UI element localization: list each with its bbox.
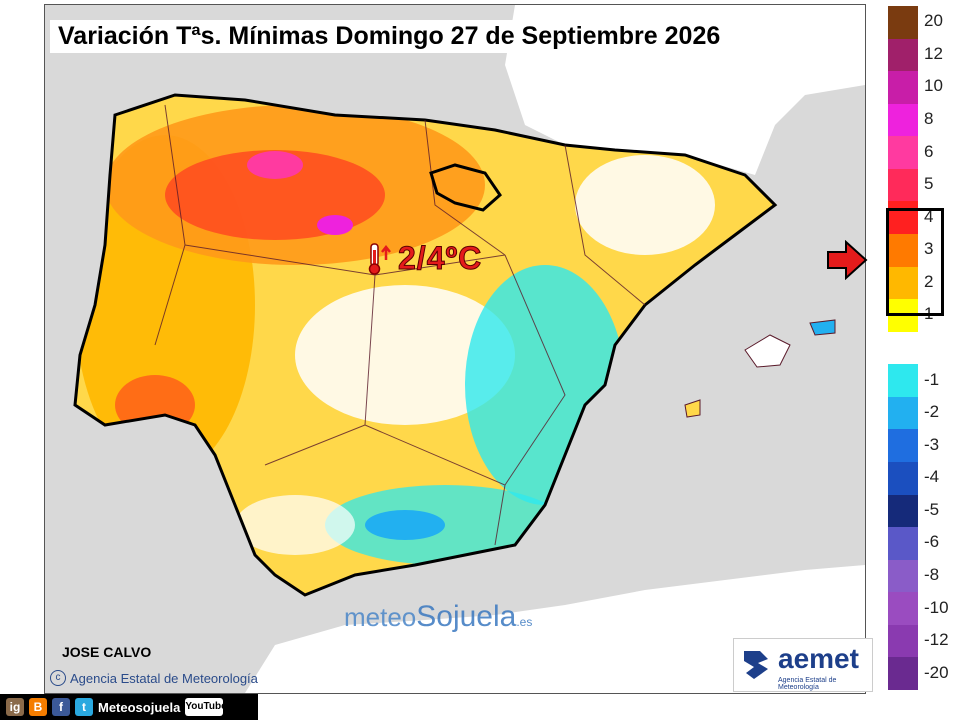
iberia-map bbox=[73, 5, 865, 693]
neutral-zone-ne bbox=[575, 155, 715, 255]
meteosojuela-watermark: meteoSojuela.es bbox=[344, 600, 532, 634]
legend-highlight-box bbox=[886, 208, 944, 316]
legend-label: 10 bbox=[924, 76, 943, 96]
legend-swatch bbox=[888, 168, 918, 202]
legend-label: 6 bbox=[924, 141, 934, 161]
balearic-menorca bbox=[809, 319, 836, 336]
copyright-text: Agencia Estatal de Meteorología bbox=[70, 670, 258, 686]
social-bar: ig B f t Meteosojuela YouTube bbox=[0, 694, 258, 720]
legend-label: -10 bbox=[924, 597, 949, 617]
legend-swatch bbox=[888, 103, 918, 137]
facebook-icon[interactable]: f bbox=[52, 698, 70, 716]
hot-core-1 bbox=[247, 151, 303, 179]
thermometer-up-icon bbox=[368, 242, 391, 275]
legend-swatch bbox=[888, 429, 918, 463]
twitter-icon[interactable]: t bbox=[75, 698, 93, 716]
legend-swatch bbox=[888, 266, 918, 300]
aemet-name: aemet bbox=[778, 643, 859, 674]
legend-swatch bbox=[888, 462, 918, 496]
balearic-ibiza bbox=[684, 399, 701, 418]
legend-label: -20 bbox=[924, 662, 949, 682]
instagram-icon[interactable]: ig bbox=[6, 698, 24, 716]
legend-label: -12 bbox=[924, 630, 949, 650]
legend-swatch bbox=[888, 396, 918, 430]
balearic-mallorca bbox=[744, 334, 791, 368]
watermark-part3: .es bbox=[516, 615, 533, 629]
legend-swatch bbox=[888, 592, 918, 626]
legend-swatch bbox=[888, 559, 918, 593]
regional-borders bbox=[154, 104, 646, 546]
watermark-part2: Sojuela bbox=[416, 600, 517, 633]
legend-swatch bbox=[888, 234, 918, 268]
temperature-change-label: 2/4ºC bbox=[397, 240, 483, 277]
legend-label: 4 bbox=[924, 206, 934, 226]
copyright-line: c Agencia Estatal de Meteorología bbox=[50, 670, 258, 686]
legend-label: 2 bbox=[924, 271, 934, 291]
watermark-part1: meteo bbox=[344, 602, 417, 632]
legend-swatch bbox=[888, 331, 918, 365]
legend-label: -6 bbox=[924, 532, 940, 552]
aemet-subtitle: Agencia Estatal de Meteorología bbox=[778, 677, 837, 691]
cool-core-se bbox=[365, 510, 445, 540]
hot-core-2 bbox=[317, 215, 353, 235]
map-title: Variación Tªs. Mínimas Domingo 27 de Sep… bbox=[50, 20, 729, 53]
legend-label: 20 bbox=[924, 11, 943, 31]
legend-swatch bbox=[888, 657, 918, 691]
author-name: JOSE CALVO bbox=[62, 644, 152, 660]
la-rioja-region bbox=[429, 163, 502, 212]
legend-label: 5 bbox=[924, 174, 934, 194]
legend-swatch bbox=[888, 38, 918, 72]
blogger-icon[interactable]: B bbox=[29, 698, 47, 716]
warm-zone-sw bbox=[115, 375, 195, 435]
legend-label: 12 bbox=[924, 43, 943, 63]
legend-swatch bbox=[888, 624, 918, 658]
legend-label: -4 bbox=[924, 467, 940, 487]
legend-swatch bbox=[888, 364, 918, 398]
neutral-zone-s bbox=[235, 495, 355, 555]
legend-label: -5 bbox=[924, 499, 940, 519]
youtube-icon[interactable]: YouTube bbox=[185, 698, 227, 716]
cool-zone-east bbox=[465, 265, 625, 505]
legend-swatch bbox=[888, 6, 918, 40]
map-area bbox=[44, 4, 866, 694]
copyright-icon: c bbox=[50, 670, 66, 686]
neutral-zone-center bbox=[295, 285, 515, 425]
legend-swatch bbox=[888, 71, 918, 105]
color-legend: 20 12 10 8 6 5 4 3 2 1 -1 -2 -3 -4 -5 -6 -8 -10 -12 -20 bbox=[888, 6, 949, 691]
social-handle[interactable]: Meteosojuela bbox=[98, 699, 181, 715]
legend-swatch bbox=[888, 527, 918, 561]
legend-label: -8 bbox=[924, 565, 940, 584]
legend-label: -3 bbox=[924, 434, 940, 454]
temperature-callout: 2/4ºC bbox=[366, 240, 482, 277]
legend-label: -1 bbox=[924, 369, 940, 389]
aemet-mark-icon bbox=[744, 651, 768, 679]
legend-swatch bbox=[888, 494, 918, 528]
legend-label: 8 bbox=[924, 109, 934, 128]
legend-swatch bbox=[888, 201, 918, 235]
aemet-logo: aemet Agencia Estatal de Meteorología bbox=[733, 638, 873, 692]
africa-land bbox=[245, 565, 865, 693]
legend-label: -2 bbox=[924, 402, 940, 422]
legend-swatch bbox=[888, 136, 918, 170]
legend-label: 3 bbox=[924, 239, 934, 259]
red-arrow-icon bbox=[827, 240, 868, 280]
